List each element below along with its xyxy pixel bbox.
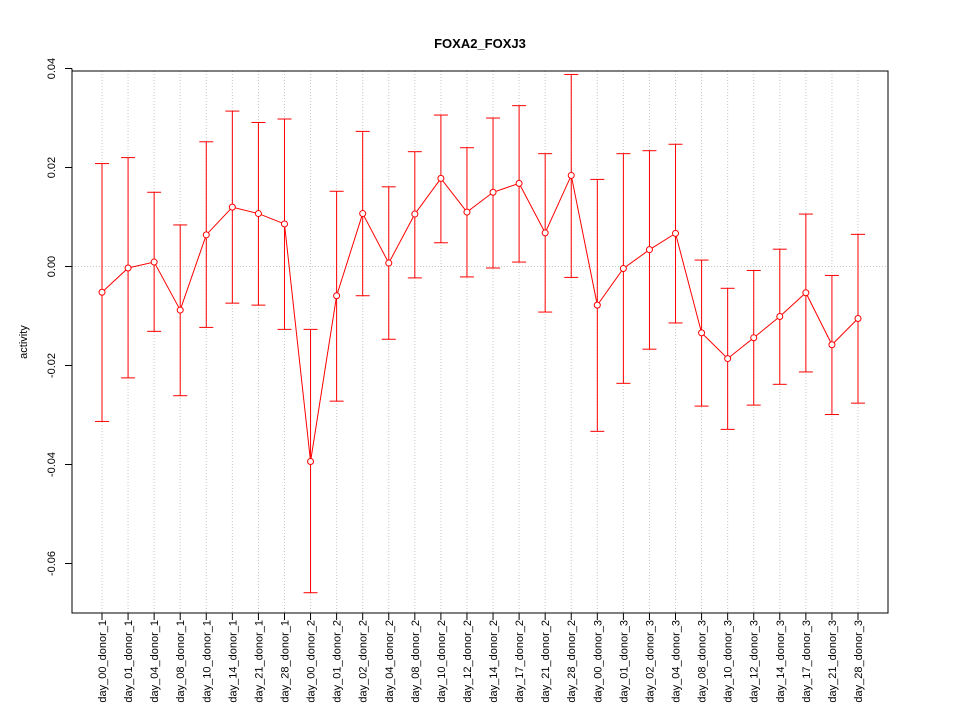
x-tick-label: day_00_donor_3 [592, 620, 604, 703]
data-point [541, 229, 549, 237]
data-point [150, 258, 158, 266]
data-point [176, 306, 184, 314]
x-tick-label: day_04_donor_2 [384, 620, 396, 703]
x-tick-label: day_14_donor_2 [488, 620, 500, 703]
y-tick-label: 0.00 [46, 256, 58, 277]
x-tick-label: day_21_donor_3 [827, 620, 839, 703]
y-tick-label: 0.02 [46, 157, 58, 178]
chart-title: FOXA2_FOXJ3 [434, 36, 526, 51]
x-tick-label: day_28_donor_1 [279, 620, 291, 703]
x-tick-label: day_01_donor_2 [332, 620, 344, 703]
data-point [593, 301, 601, 309]
x-tick-label: day_21_donor_2 [540, 620, 552, 703]
data-point [672, 229, 680, 237]
data-line [101, 173, 859, 462]
x-tick-label: day_08_donor_1 [175, 620, 187, 703]
data-points [98, 171, 862, 466]
axes: -0.06 -0.04 -0.02 0.00 0.02 0.04 day_00_donor_… [46, 58, 865, 703]
x-tick-label: day_28_donor_2 [566, 620, 578, 703]
data-point [515, 179, 523, 187]
x-tick-label: day_21_donor_1 [253, 620, 265, 703]
y-tick-label: -0.04 [46, 452, 58, 477]
x-tick-label: day_04_donor_1 [149, 620, 161, 703]
data-point [828, 341, 836, 349]
x-tick-label: day_10_donor_3 [723, 620, 735, 703]
x-tick-label: day_12_donor_2 [462, 620, 474, 703]
data-point [385, 259, 393, 267]
data-point [776, 313, 784, 321]
data-point [254, 210, 262, 218]
x-tick-label: day_17_donor_3 [801, 620, 813, 703]
series-line [101, 173, 859, 462]
x-tick-label: day_00_donor_1 [97, 620, 109, 703]
data-point [411, 210, 419, 218]
x-tick-label: day_28_donor_3 [853, 620, 865, 703]
x-tick-label: day_10_donor_2 [436, 620, 448, 703]
data-point [359, 210, 367, 218]
x-tick-label: day_08_donor_3 [697, 620, 709, 703]
x-tick-label: day_04_donor_3 [671, 620, 683, 703]
data-point [124, 264, 132, 272]
data-point [802, 289, 810, 297]
x-tick-label: day_14_donor_3 [775, 620, 787, 703]
y-axis-label: activity [18, 325, 30, 359]
data-point [202, 231, 210, 239]
y-tick-label: -0.02 [46, 353, 58, 378]
x-tick-label: day_14_donor_1 [227, 620, 239, 703]
x-tick-label: day_01_donor_3 [618, 620, 630, 703]
data-point [333, 292, 341, 300]
y-tick-label: -0.06 [46, 551, 58, 576]
data-point [645, 246, 653, 254]
data-point [280, 220, 288, 228]
data-point [463, 208, 471, 216]
data-point [489, 188, 497, 196]
y-tick-label: 0.04 [46, 58, 58, 79]
x-tick-label: day_12_donor_3 [749, 620, 761, 703]
data-point [567, 171, 575, 179]
data-point [228, 203, 236, 211]
x-tick-label: day_08_donor_2 [410, 620, 422, 703]
data-point [724, 355, 732, 363]
data-point [619, 264, 627, 272]
data-point [854, 314, 862, 322]
data-point [698, 329, 706, 337]
data-point [98, 288, 106, 296]
plot-frame [71, 70, 889, 614]
grid [72, 71, 888, 613]
x-tick-label: day_02_donor_3 [644, 620, 656, 703]
data-point [307, 458, 315, 466]
x-tick-label: day_02_donor_2 [358, 620, 370, 703]
error-bars [95, 73, 865, 594]
data-point [750, 334, 758, 342]
x-tick-label: day_00_donor_2 [306, 620, 318, 703]
data-point [437, 174, 445, 182]
x-tick-label: day_10_donor_1 [201, 620, 213, 703]
x-tick-label: day_17_donor_2 [514, 620, 526, 703]
x-tick-label: day_01_donor_1 [123, 620, 135, 703]
